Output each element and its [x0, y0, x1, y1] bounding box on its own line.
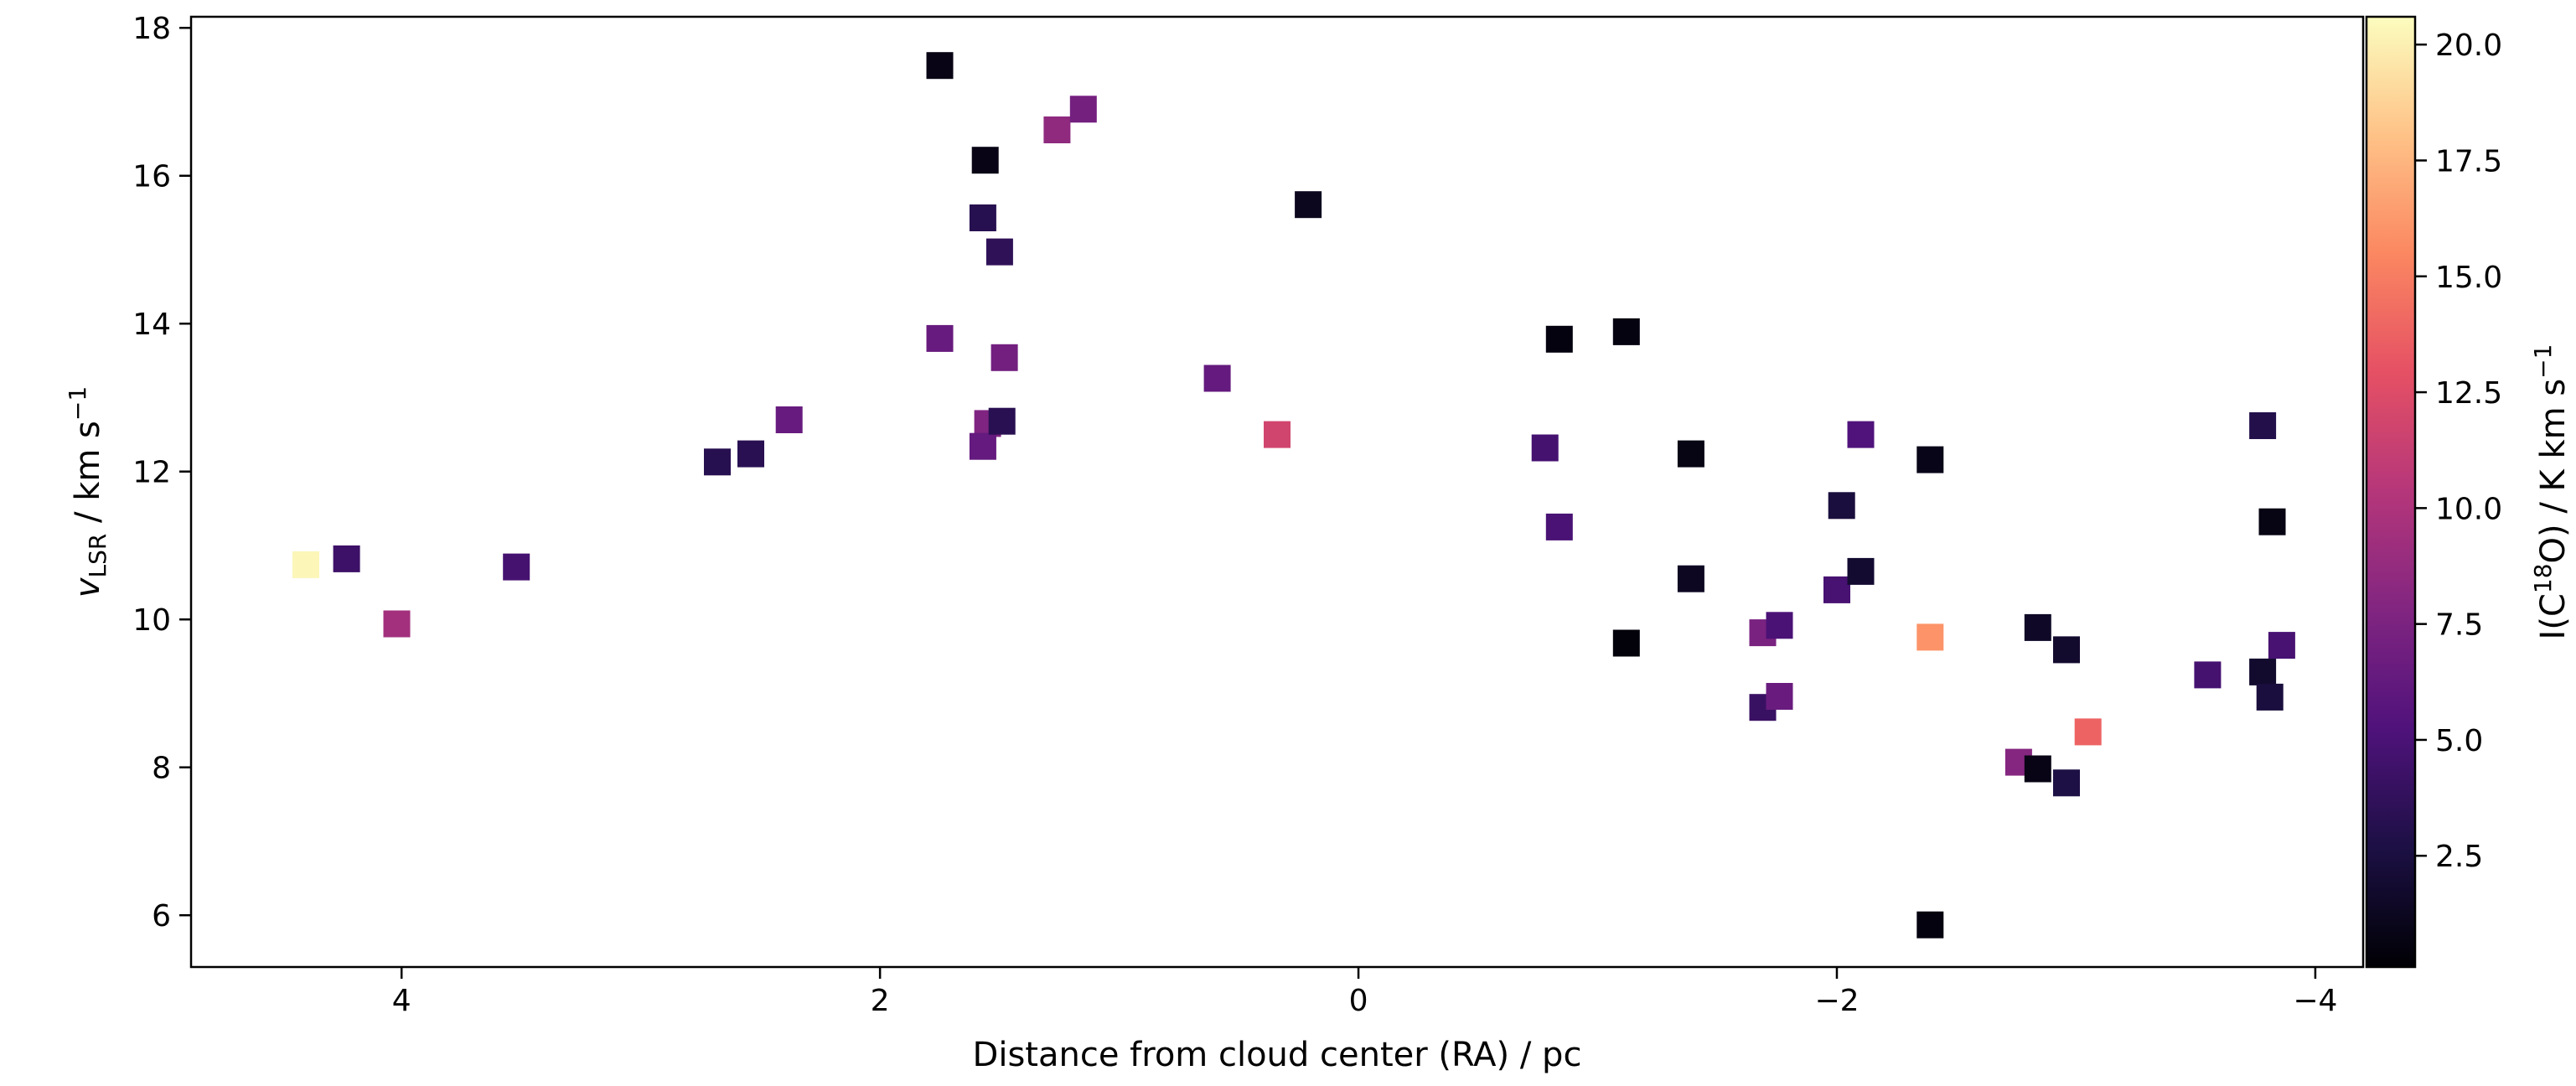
colorbar-label-superscript: 18: [2529, 563, 2557, 593]
colorbar-label-exponent: −1: [2529, 344, 2557, 379]
data-point: [383, 610, 411, 638]
y-tick-label: 18: [132, 12, 171, 46]
data-point: [1766, 612, 1793, 639]
data-point: [1916, 446, 1944, 473]
colorbar-tick-label: 10.0: [2435, 492, 2502, 526]
data-point: [2024, 755, 2051, 783]
data-point: [985, 238, 1013, 266]
data-point: [2256, 683, 2284, 711]
y-axis: 6 8 10 12 14 16 18: [132, 12, 191, 933]
y-tick-label: 14: [132, 308, 171, 342]
data-point: [1828, 492, 1855, 520]
colorbar-label-middle: O) / K km s: [2534, 379, 2573, 564]
data-point: [1823, 576, 1850, 603]
y-axis-label: vLSR / km s−1: [64, 386, 111, 597]
x-tick-label: −2: [1814, 984, 1859, 1018]
y-tick-label: 16: [132, 160, 171, 194]
y-tick-label: 12: [132, 456, 171, 490]
data-point: [1677, 440, 1704, 468]
colorbar-gradient: [2367, 17, 2415, 967]
data-point: [991, 344, 1018, 371]
data-point: [1766, 683, 1793, 710]
data-point: [1295, 191, 1322, 219]
colorbar-ticks: 2.5 5.0 7.5 10.0 12.5 15.0 17.5 20.0: [2415, 28, 2502, 874]
x-axis-label: Distance from cloud center (RA) / pc: [973, 1036, 1582, 1074]
data-point: [926, 52, 954, 80]
colorbar-frame: [2365, 15, 2417, 969]
data-point: [1043, 116, 1071, 143]
data-point: [1069, 96, 1097, 123]
data-point: [2074, 718, 2102, 746]
y-axis-label-unit: / km s: [69, 421, 107, 534]
data-points: [292, 52, 2295, 939]
data-point: [1916, 911, 1944, 939]
colorbar-tick-label: 12.5: [2435, 376, 2502, 411]
y-tick-label: 6: [152, 899, 171, 933]
data-point: [292, 551, 319, 578]
data-point: [1677, 565, 1704, 592]
data-point: [1203, 365, 1231, 392]
data-point: [1847, 557, 1875, 585]
colorbar-tick-label: 5.0: [2435, 724, 2483, 758]
data-point: [1612, 318, 1640, 345]
data-point: [1264, 421, 1291, 448]
plot-frame: [189, 15, 2365, 969]
data-point: [1545, 513, 1573, 540]
colorbar-label: I(C18O) / K km s−1: [2529, 344, 2573, 640]
y-axis-label-exponent: −1: [64, 386, 91, 421]
plot-area: [189, 15, 2365, 969]
x-tick-label: −4: [2293, 984, 2337, 1018]
data-point: [2194, 661, 2222, 689]
data-point: [1847, 421, 1875, 448]
colorbar-label-prefix: I(C: [2534, 593, 2573, 639]
y-tick-label: 8: [152, 752, 171, 786]
data-point: [775, 406, 803, 433]
data-point: [1531, 434, 1559, 462]
data-point: [2249, 658, 2277, 685]
x-tick-label: 2: [871, 984, 890, 1018]
y-tick-label: 10: [132, 603, 171, 638]
data-point: [2053, 636, 2080, 664]
x-tick-label: 4: [392, 984, 411, 1018]
y-axis-label-symbol: v: [69, 577, 107, 597]
data-point: [333, 545, 360, 572]
y-axis-label-subscript: LSR: [84, 534, 111, 578]
colorbar-tick-label: 20.0: [2435, 28, 2502, 63]
data-point: [503, 553, 530, 581]
data-point: [971, 147, 999, 174]
data-point: [2258, 508, 2286, 535]
data-point: [969, 432, 996, 460]
x-axis: 4 2 0 −2 −4: [392, 967, 2337, 1018]
data-point: [704, 448, 731, 476]
colorbar-tick-label: 7.5: [2435, 608, 2483, 643]
data-point: [969, 204, 996, 231]
data-point: [2249, 412, 2277, 439]
colorbar-tick-label: 2.5: [2435, 840, 2483, 874]
data-point: [988, 407, 1016, 435]
data-point: [2053, 769, 2080, 797]
data-point: [1545, 325, 1573, 353]
data-point: [2024, 613, 2051, 641]
x-tick-label: 0: [1349, 984, 1368, 1018]
colorbar-tick-label: 17.5: [2435, 144, 2502, 178]
data-point: [926, 324, 954, 352]
colorbar-tick-label: 15.0: [2435, 261, 2502, 295]
data-point: [2268, 632, 2295, 659]
data-point: [1916, 623, 1944, 651]
data-point: [737, 440, 764, 468]
colorbar: 2.5 5.0 7.5 10.0 12.5 15.0 17.5 20.0 I(C18O) / …: [2365, 15, 2573, 969]
data-point: [1612, 629, 1640, 657]
